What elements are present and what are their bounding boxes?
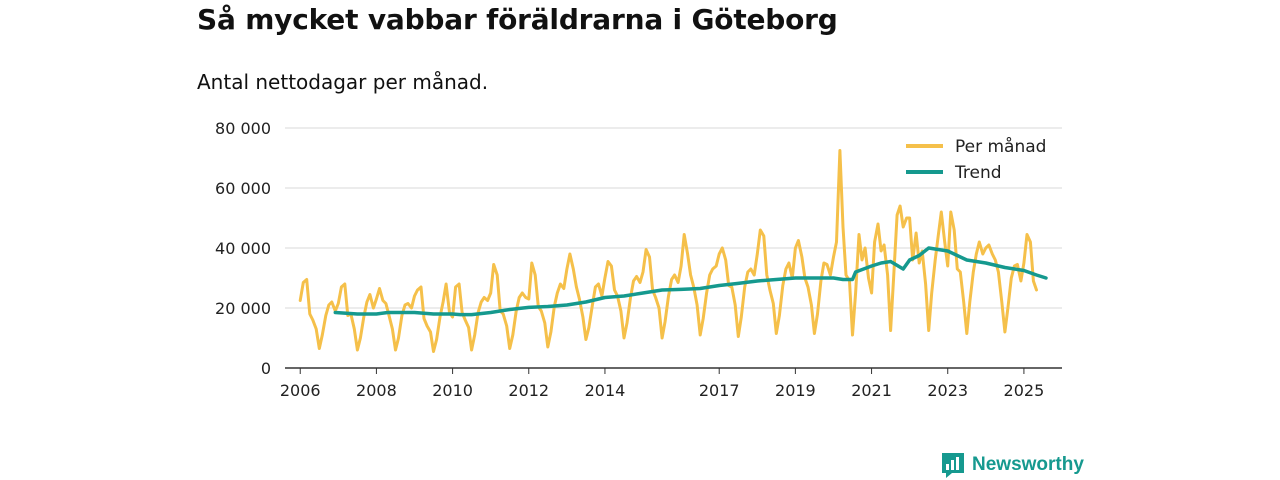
newsworthy-logo: Newsworthy [940,451,1084,479]
legend-background [900,133,1050,187]
brand-name: Newsworthy [972,454,1084,475]
y-tick-label: 80 000 [215,119,271,138]
x-tick-label: 2023 [927,381,968,400]
x-axis-ticks: 2006 2008 2010 2012 2014 2017 2019 2021 2023 2025 [280,368,1044,400]
y-tick-label: 60 000 [215,179,271,198]
y-axis-ticks: 0 20 000 40 000 60 000 80 000 [215,119,271,378]
x-tick-label: 2019 [775,381,816,400]
legend-label-per-manad: Per månad [955,136,1046,157]
x-tick-label: 2008 [356,381,397,400]
x-tick-label: 2010 [432,381,473,400]
x-tick-label: 2014 [585,381,626,400]
chart-subtitle: Antal nettodagar per månad. [197,70,489,94]
legend-label-trend: Trend [954,163,1002,183]
series-line-per-manad [298,149,1038,353]
x-tick-label: 2012 [508,381,549,400]
y-tick-label: 0 [261,359,271,378]
y-tick-label: 40 000 [215,239,271,258]
x-tick-label: 2017 [699,381,740,400]
x-tick-label: 2025 [1004,381,1045,400]
series-lines [298,149,1048,353]
y-tick-label: 20 000 [215,299,271,318]
x-tick-label: 2006 [280,381,321,400]
chart-bubble-icon [942,453,964,478]
series-line-trend [333,246,1048,317]
chart-title: Så mycket vabbar föräldrarna i Göteborg [197,3,838,36]
x-tick-label: 2021 [851,381,892,400]
legend: Per månad Trend [900,133,1050,187]
